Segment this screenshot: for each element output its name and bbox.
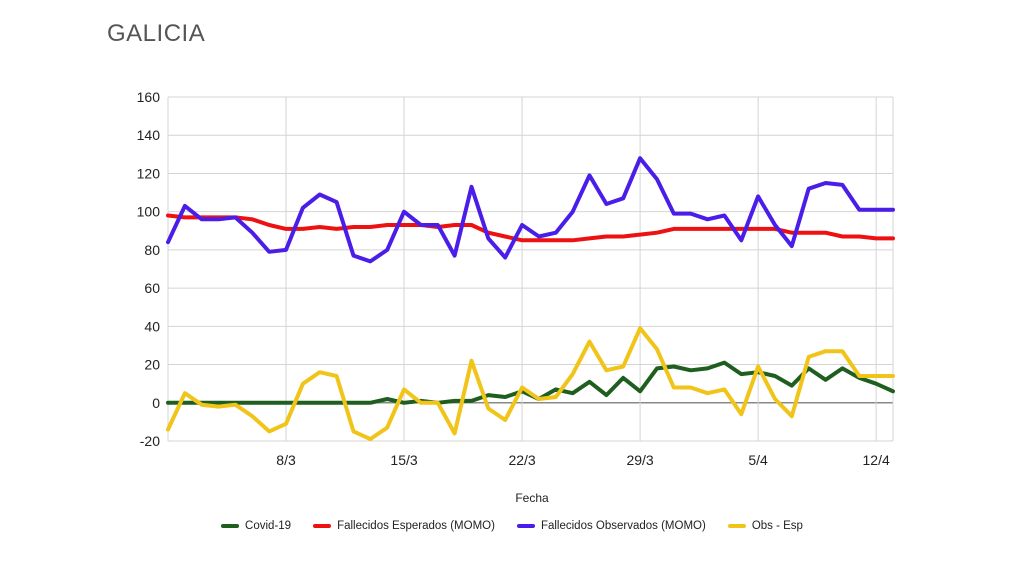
legend-swatch	[516, 524, 535, 528]
series-line-fallecidos-esperados-momo	[166, 213, 895, 243]
legend-item: Obs - Esp	[727, 520, 803, 532]
y-tick-label: 60	[144, 280, 160, 296]
y-tick-label: 40	[144, 318, 160, 334]
y-tick-label: 140	[137, 127, 161, 143]
legend-label: Fallecidos Esperados (MOMO)	[337, 520, 495, 532]
series-line-fallecidos-observados-momo	[166, 156, 895, 264]
x-tick-label: 22/3	[508, 452, 535, 468]
y-tick-label: -20	[140, 433, 160, 449]
grid-lines	[167, 96, 894, 442]
x-axis-label: Fecha	[515, 491, 549, 505]
legend-swatch	[727, 524, 746, 528]
series-lines	[166, 156, 895, 442]
chart-title: GALICIA	[107, 20, 206, 47]
legend-label: Covid-19	[245, 520, 292, 532]
y-tick-label: 100	[137, 204, 161, 220]
legend: Covid-19 Fallecidos Esperados (MOMO) Falle…	[0, 520, 1024, 532]
y-tick-label: 120	[137, 165, 161, 181]
y-tick-label: 20	[144, 357, 160, 373]
legend-item: Covid-19	[221, 520, 291, 532]
legend-swatch	[221, 524, 240, 528]
legend-item: Fallecidos Observados (MOMO)	[516, 520, 706, 532]
x-tick-label: 5/4	[748, 452, 768, 468]
legend-label: Obs - Esp	[751, 520, 803, 532]
x-tick-label: 8/3	[276, 452, 296, 468]
legend-label: Fallecidos Observados (MOMO)	[540, 520, 706, 532]
y-axis-ticks: -20 0 20 40 60 80 100 120 140 160	[137, 89, 161, 449]
series-line-obs-esp	[166, 326, 895, 442]
y-tick-label: 160	[137, 89, 161, 105]
y-tick-label: 0	[152, 395, 160, 411]
legend-swatch	[313, 524, 332, 528]
y-tick-label: 80	[144, 242, 160, 258]
x-tick-label: 12/4	[863, 452, 890, 468]
x-tick-label: 15/3	[390, 452, 417, 468]
x-tick-label: 29/3	[626, 452, 653, 468]
series-line-covid-19	[166, 360, 895, 405]
x-axis-ticks: 8/3 15/3 22/3 29/3 5/4 12/4	[276, 452, 890, 468]
legend-item: Fallecidos Esperados (MOMO)	[313, 520, 495, 532]
